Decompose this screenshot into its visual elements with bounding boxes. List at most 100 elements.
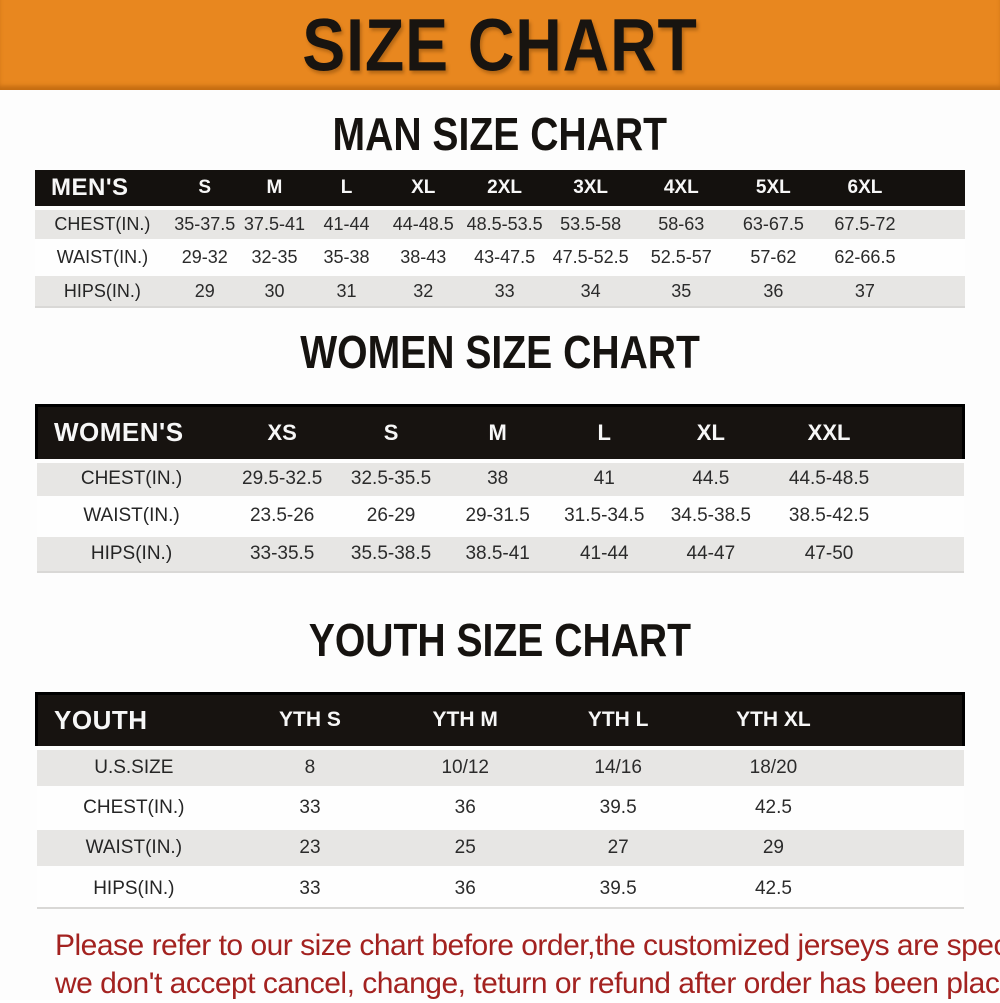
column-header: XL <box>411 177 436 198</box>
youth-size-table: YOUTH YTH S YTH M YTH L YTH XL U.S.SIZE 8 10/1… <box>35 692 965 909</box>
size-value: 29 <box>762 837 784 858</box>
size-value: 38-43 <box>400 247 447 267</box>
table-row: WAIST(IN.) 29-32 32-35 35-38 38-43 43-47.5 47.… <box>35 241 965 274</box>
size-value: 33 <box>299 797 321 818</box>
size-value: 23.5-26 <box>249 505 315 526</box>
size-value: 47-50 <box>804 542 854 564</box>
spacer-cell <box>911 241 965 274</box>
spacer-cell <box>852 693 963 748</box>
table-row: CHEST(IN.) 35-37.5 37.5-41 41-44 44-48.5 48.5… <box>35 208 965 241</box>
size-value: 29.5-32.5 <box>242 468 323 489</box>
size-value: 34.5-38.5 <box>670 505 751 526</box>
disclaimer-line-2: we don't accept cancel, change, teturn o… <box>55 967 1000 1000</box>
size-value: 27 <box>607 837 629 858</box>
row-label: WAIST(IN.) <box>85 837 183 858</box>
size-value: 41-44 <box>579 542 629 564</box>
column-header: L <box>340 177 353 198</box>
men-section-heading-text: MAN SIZE CHART <box>332 108 668 160</box>
size-value: 44-47 <box>686 542 736 564</box>
size-value: 23 <box>299 837 321 858</box>
size-value: 44-48.5 <box>392 214 454 234</box>
size-value: 42.5 <box>754 877 792 899</box>
column-header: M <box>266 177 283 198</box>
column-header: YTH M <box>432 708 498 732</box>
size-value: 58-63 <box>658 214 705 234</box>
column-header: L <box>597 419 611 445</box>
column-header: XL <box>696 419 725 445</box>
table-row: WAIST(IN.) 23.5-26 26-29 29-31.5 31.5-34.5 34… <box>36 497 964 535</box>
column-header: XS <box>267 419 297 445</box>
size-value: 35-38 <box>323 247 370 267</box>
size-value: 38.5-42.5 <box>788 505 870 526</box>
size-value: 41 <box>593 468 615 489</box>
spacer-cell <box>852 868 963 908</box>
banner-title: SIZE CHART <box>302 3 698 87</box>
row-label: U.S.SIZE <box>94 757 174 778</box>
size-value: 32 <box>413 280 434 301</box>
spacer-cell <box>911 208 965 241</box>
size-value: 35.5-38.5 <box>350 542 432 564</box>
column-header: 4XL <box>663 177 699 198</box>
size-value: 8 <box>304 757 316 778</box>
column-header: YTH L <box>587 708 649 732</box>
column-header: YTH XL <box>736 708 811 732</box>
table-row: HIPS(IN.) 33 36 39.5 42.5 <box>36 868 964 908</box>
size-value: 10/12 <box>441 757 489 778</box>
size-value: 36 <box>763 280 784 301</box>
row-label: CHEST(IN.) <box>83 797 185 818</box>
spacer-cell <box>894 535 964 572</box>
size-value: 29-32 <box>181 247 228 267</box>
disclaimer-note: Please refer to our size chart before or… <box>55 927 1000 1003</box>
size-value: 67.5-72 <box>834 214 896 234</box>
size-value: 35-37.5 <box>174 214 236 234</box>
size-value: 53.5-58 <box>560 214 622 234</box>
spacer-cell <box>852 788 963 828</box>
table-row: HIPS(IN.) 29 30 31 32 33 34 35 36 37 <box>35 274 965 307</box>
size-value: 14/16 <box>594 757 642 778</box>
size-value: 30 <box>264 280 285 301</box>
size-value: 36 <box>454 797 476 818</box>
men-section-heading: MAN SIZE CHART <box>0 110 1000 158</box>
column-header: S <box>198 177 212 198</box>
spacer-cell <box>894 498 964 535</box>
size-value: 63-67.5 <box>742 214 804 234</box>
women-size-table: WOMEN'S XS S M L XL XXL CHEST(IN.) 29.5-32.5 32.… <box>35 404 965 573</box>
size-value: 33-35.5 <box>249 542 315 564</box>
size-value: 18/20 <box>749 757 798 778</box>
row-label: HIPS(IN.) <box>93 877 175 899</box>
table-row: CHEST(IN.) 33 36 39.5 42.5 <box>36 788 964 828</box>
size-value: 38.5-41 <box>465 542 530 564</box>
disclaimer-line-1: Please refer to our size chart before or… <box>55 929 1000 962</box>
size-value: 35 <box>671 280 692 301</box>
spacer-cell <box>911 170 965 208</box>
table-title-cell: MEN'S <box>51 174 129 201</box>
women-section-heading: WOMEN SIZE CHART <box>0 328 1000 388</box>
column-header: 3XL <box>573 177 609 198</box>
row-label: WAIST(IN.) <box>83 505 180 526</box>
size-value: 37 <box>854 280 875 301</box>
size-value: 33 <box>299 877 321 899</box>
youth-table-header-row: YOUTH YTH S YTH M YTH L YTH XL <box>36 693 964 748</box>
size-value: 29-31.5 <box>465 505 530 526</box>
youth-section-heading-text: YOUTH SIZE CHART <box>308 613 692 666</box>
row-label: HIPS(IN.) <box>63 280 141 301</box>
row-label: WAIST(IN.) <box>56 247 149 267</box>
men-table-header-row: MEN'S S M L XL 2XL 3XL 4XL 5XL 6XL <box>35 170 965 208</box>
size-value: 57-62 <box>750 247 797 267</box>
size-value: 37.5-41 <box>243 214 305 234</box>
column-header: M <box>488 419 507 445</box>
row-label: CHEST(IN.) <box>54 214 151 234</box>
size-value: 39.5 <box>599 797 637 818</box>
size-value: 52.5-57 <box>650 247 712 267</box>
size-value: 31 <box>336 280 357 301</box>
size-value: 48.5-53.5 <box>466 214 543 234</box>
size-value: 44.5 <box>692 468 730 489</box>
size-value: 36 <box>454 877 476 899</box>
table-row: U.S.SIZE 8 10/12 14/16 18/20 <box>36 748 964 788</box>
spacer-cell <box>852 828 963 868</box>
table-row: CHEST(IN.) 29.5-32.5 32.5-35.5 38 41 44.5 44.5… <box>36 460 964 498</box>
size-value: 43-47.5 <box>474 247 536 267</box>
column-header: YTH S <box>279 708 341 732</box>
table-row: WAIST(IN.) 23 25 27 29 <box>36 828 964 868</box>
